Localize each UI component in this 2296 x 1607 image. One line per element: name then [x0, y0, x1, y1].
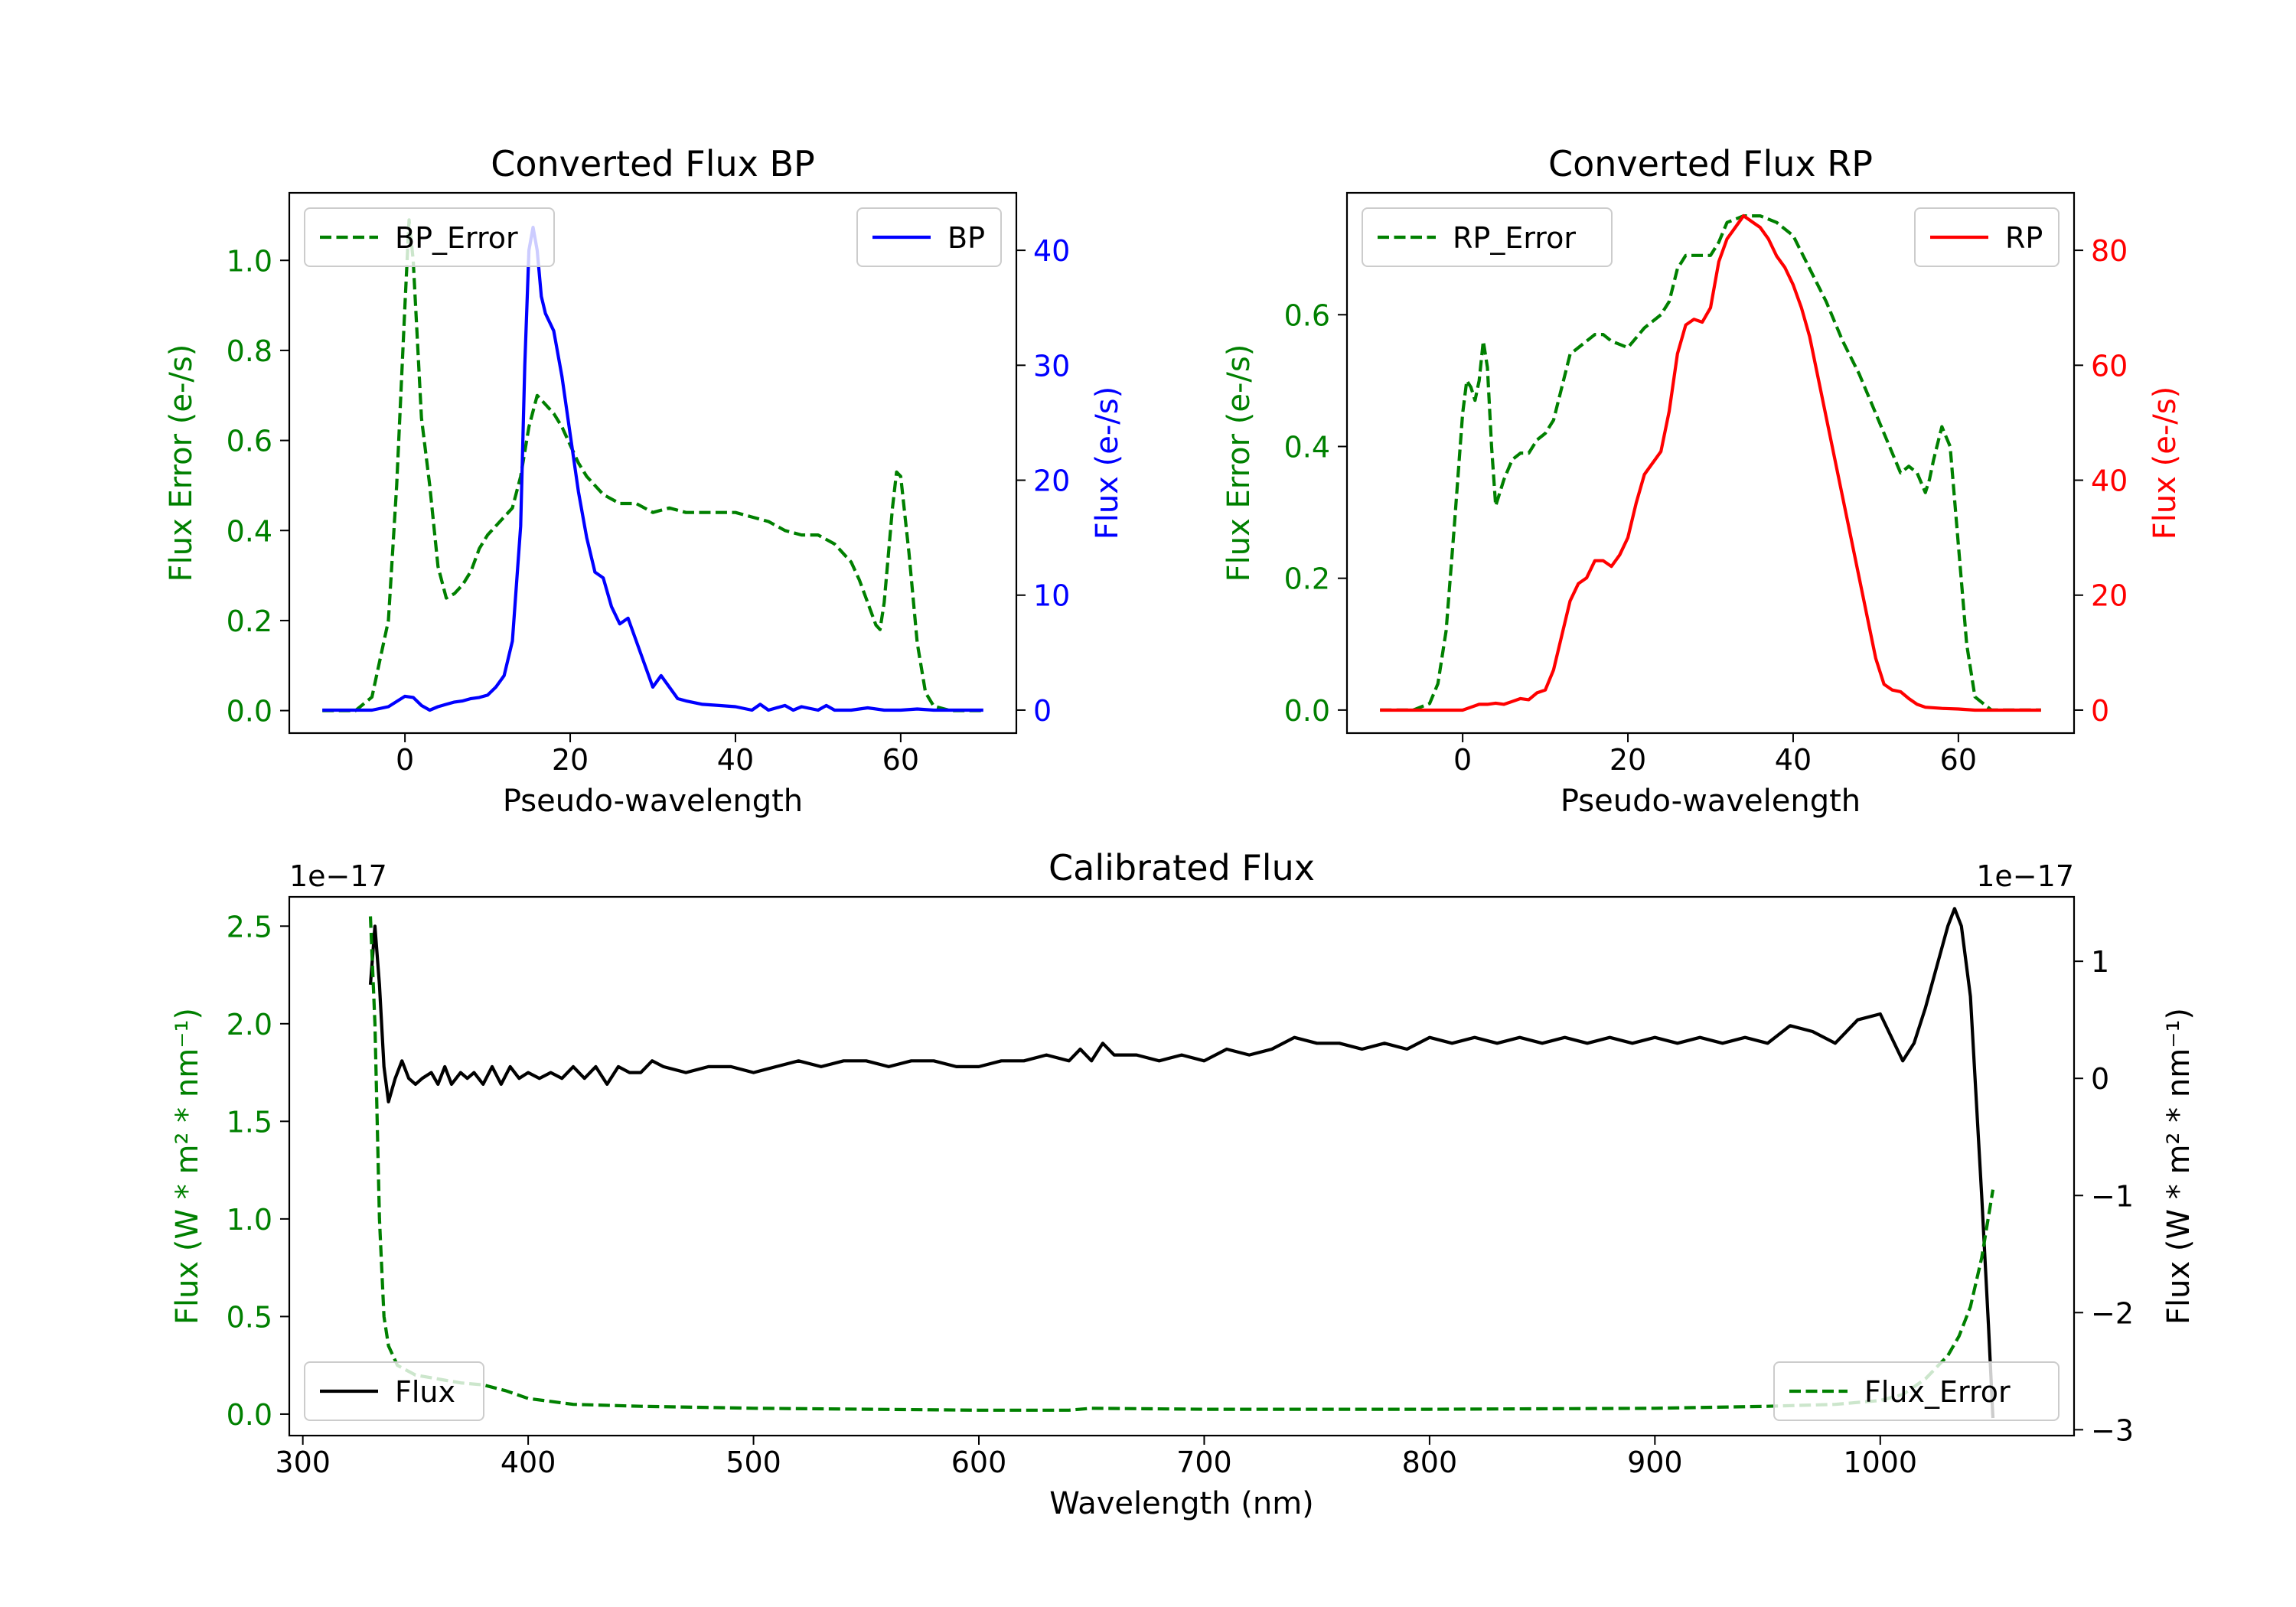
x-tick-label: 1000 [1843, 1446, 1917, 1479]
x-tick-label: 800 [1402, 1446, 1458, 1479]
y-left-tick-label: 0.6 [1284, 298, 1330, 332]
legend-bp: BP [856, 207, 1002, 267]
y-left-tick-label: 0.0 [227, 1398, 272, 1432]
y-right-tick-label: −3 [2091, 1413, 2134, 1447]
y-right-tick-label: 20 [1033, 464, 1070, 498]
y-left-axis-label: Flux Error (e-/s) [164, 344, 199, 582]
legend-bp_error: BP_Error [304, 207, 555, 267]
y-right-tick-label: 20 [2091, 579, 2128, 613]
y-right-tick-label: 0 [2091, 694, 2109, 728]
y-left-axis-label: Flux (W * m² * nm⁻¹) [170, 1008, 205, 1325]
legend-box [1773, 1361, 2060, 1421]
y-right-tick-label: 1 [2091, 945, 2109, 979]
axes-frame [288, 191, 1018, 735]
x-tick-label: 300 [275, 1446, 331, 1479]
legend-label: RP_Error [1453, 221, 1576, 255]
y-left-tick-label: 1.0 [227, 1203, 272, 1237]
y-left-tick-label: 0.8 [227, 334, 272, 368]
y-right-tick-label: 40 [2091, 464, 2128, 498]
x-axis-label: Pseudo-wavelength [503, 784, 803, 819]
y-left-tick-label: 0.4 [227, 514, 272, 548]
axes-frame [1345, 191, 2076, 735]
x-tick-label: 60 [1940, 743, 1977, 777]
x-tick-label: 400 [501, 1446, 556, 1479]
y-left-tick-label: 0.2 [227, 605, 272, 638]
chart-bp: 0 20 40 60 0.0 0.2 0.4 0.6 0.8 1.0 0 10 20 30 40 Conver… [164, 143, 1125, 819]
x-axis-label: Pseudo-wavelength [1561, 784, 1861, 819]
y-left-tick-label: 0.2 [1284, 562, 1330, 596]
y-left-tick-label: 0.6 [227, 425, 272, 458]
series-line-rp [1380, 214, 2041, 712]
legend-flux: Flux [304, 1361, 484, 1421]
legend-label: Flux_Error [1864, 1375, 2011, 1409]
legend-label: RP [2005, 221, 2043, 255]
y-right-tick-label: 0 [2091, 1062, 2109, 1096]
legend-rp_error: RP_Error [1362, 207, 1613, 267]
legend-label: Flux [395, 1375, 455, 1409]
x-tick-label: 0 [396, 743, 414, 777]
x-tick-label: 60 [882, 743, 919, 777]
x-tick-label: 700 [1176, 1446, 1232, 1479]
chart-title: Calibrated Flux [1049, 847, 1315, 888]
legend-label: BP [947, 221, 985, 255]
legend-label: BP_Error [395, 221, 518, 255]
y-right-tick-label: −2 [2091, 1296, 2134, 1330]
chart-title: Converted Flux BP [491, 143, 815, 184]
offset-label-left: 1e−17 [289, 859, 387, 893]
offset-label-right: 1e−17 [1976, 859, 2074, 893]
x-tick-label: 40 [717, 743, 754, 777]
x-tick-label: 20 [552, 743, 589, 777]
series-line-bp_error [322, 218, 983, 712]
legend-box [304, 1361, 484, 1421]
y-right-tick-label: 0 [1033, 694, 1052, 728]
x-tick-label: 20 [1609, 743, 1646, 777]
legend-box [1362, 207, 1613, 267]
chart-title: Converted Flux RP [1548, 143, 1873, 184]
y-right-tick-label: 60 [2091, 349, 2128, 383]
chart-rp: 0 20 40 60 0.0 0.2 0.4 0.6 0 20 40 60 80 Converted Fl… [1221, 143, 2183, 819]
y-left-tick-label: 0.4 [1284, 430, 1330, 464]
y-right-tick-label: −1 [2091, 1179, 2134, 1213]
y-right-tick-label: 30 [1033, 349, 1070, 383]
series-line-rp_error [1380, 214, 2041, 712]
legend-box [304, 207, 555, 267]
x-tick-label: 500 [726, 1446, 781, 1479]
y-right-tick-label: 10 [1033, 579, 1070, 613]
legend-rp: RP [1914, 207, 2060, 267]
chart-cal: 300 400 500 600 700 800 900 1000 0.0 0.5 1.0 1.5 2.0… [170, 847, 2197, 1521]
y-right-tick-label: 80 [2091, 234, 2128, 268]
legend-flux_error: Flux_Error [1773, 1361, 2060, 1421]
y-left-tick-label: 2.0 [227, 1008, 272, 1041]
x-axis-label: Wavelength (nm) [1049, 1486, 1314, 1521]
y-right-axis-label: Flux (e-/s) [1090, 386, 1125, 539]
y-left-tick-label: 0.0 [1284, 694, 1330, 728]
y-left-tick-label: 0.5 [227, 1300, 272, 1334]
series-line-bp [322, 226, 983, 712]
x-tick-label: 0 [1453, 743, 1472, 777]
y-right-tick-label: 40 [1033, 234, 1070, 268]
axes-frame [288, 895, 2076, 1437]
x-tick-label: 900 [1627, 1446, 1683, 1479]
y-left-axis-label: Flux Error (e-/s) [1221, 344, 1257, 582]
y-left-tick-label: 1.0 [227, 244, 272, 278]
y-right-axis-label: Flux (e-/s) [2148, 386, 2183, 539]
x-tick-label: 600 [951, 1446, 1007, 1479]
y-left-tick-label: 2.5 [227, 910, 272, 944]
y-right-axis-label: Flux (W * m² * nm⁻¹) [2161, 1008, 2197, 1325]
y-left-tick-label: 1.5 [227, 1105, 272, 1139]
y-left-tick-label: 0.0 [227, 695, 272, 729]
series-line-flux [368, 907, 1995, 1419]
x-tick-label: 40 [1775, 743, 1812, 777]
